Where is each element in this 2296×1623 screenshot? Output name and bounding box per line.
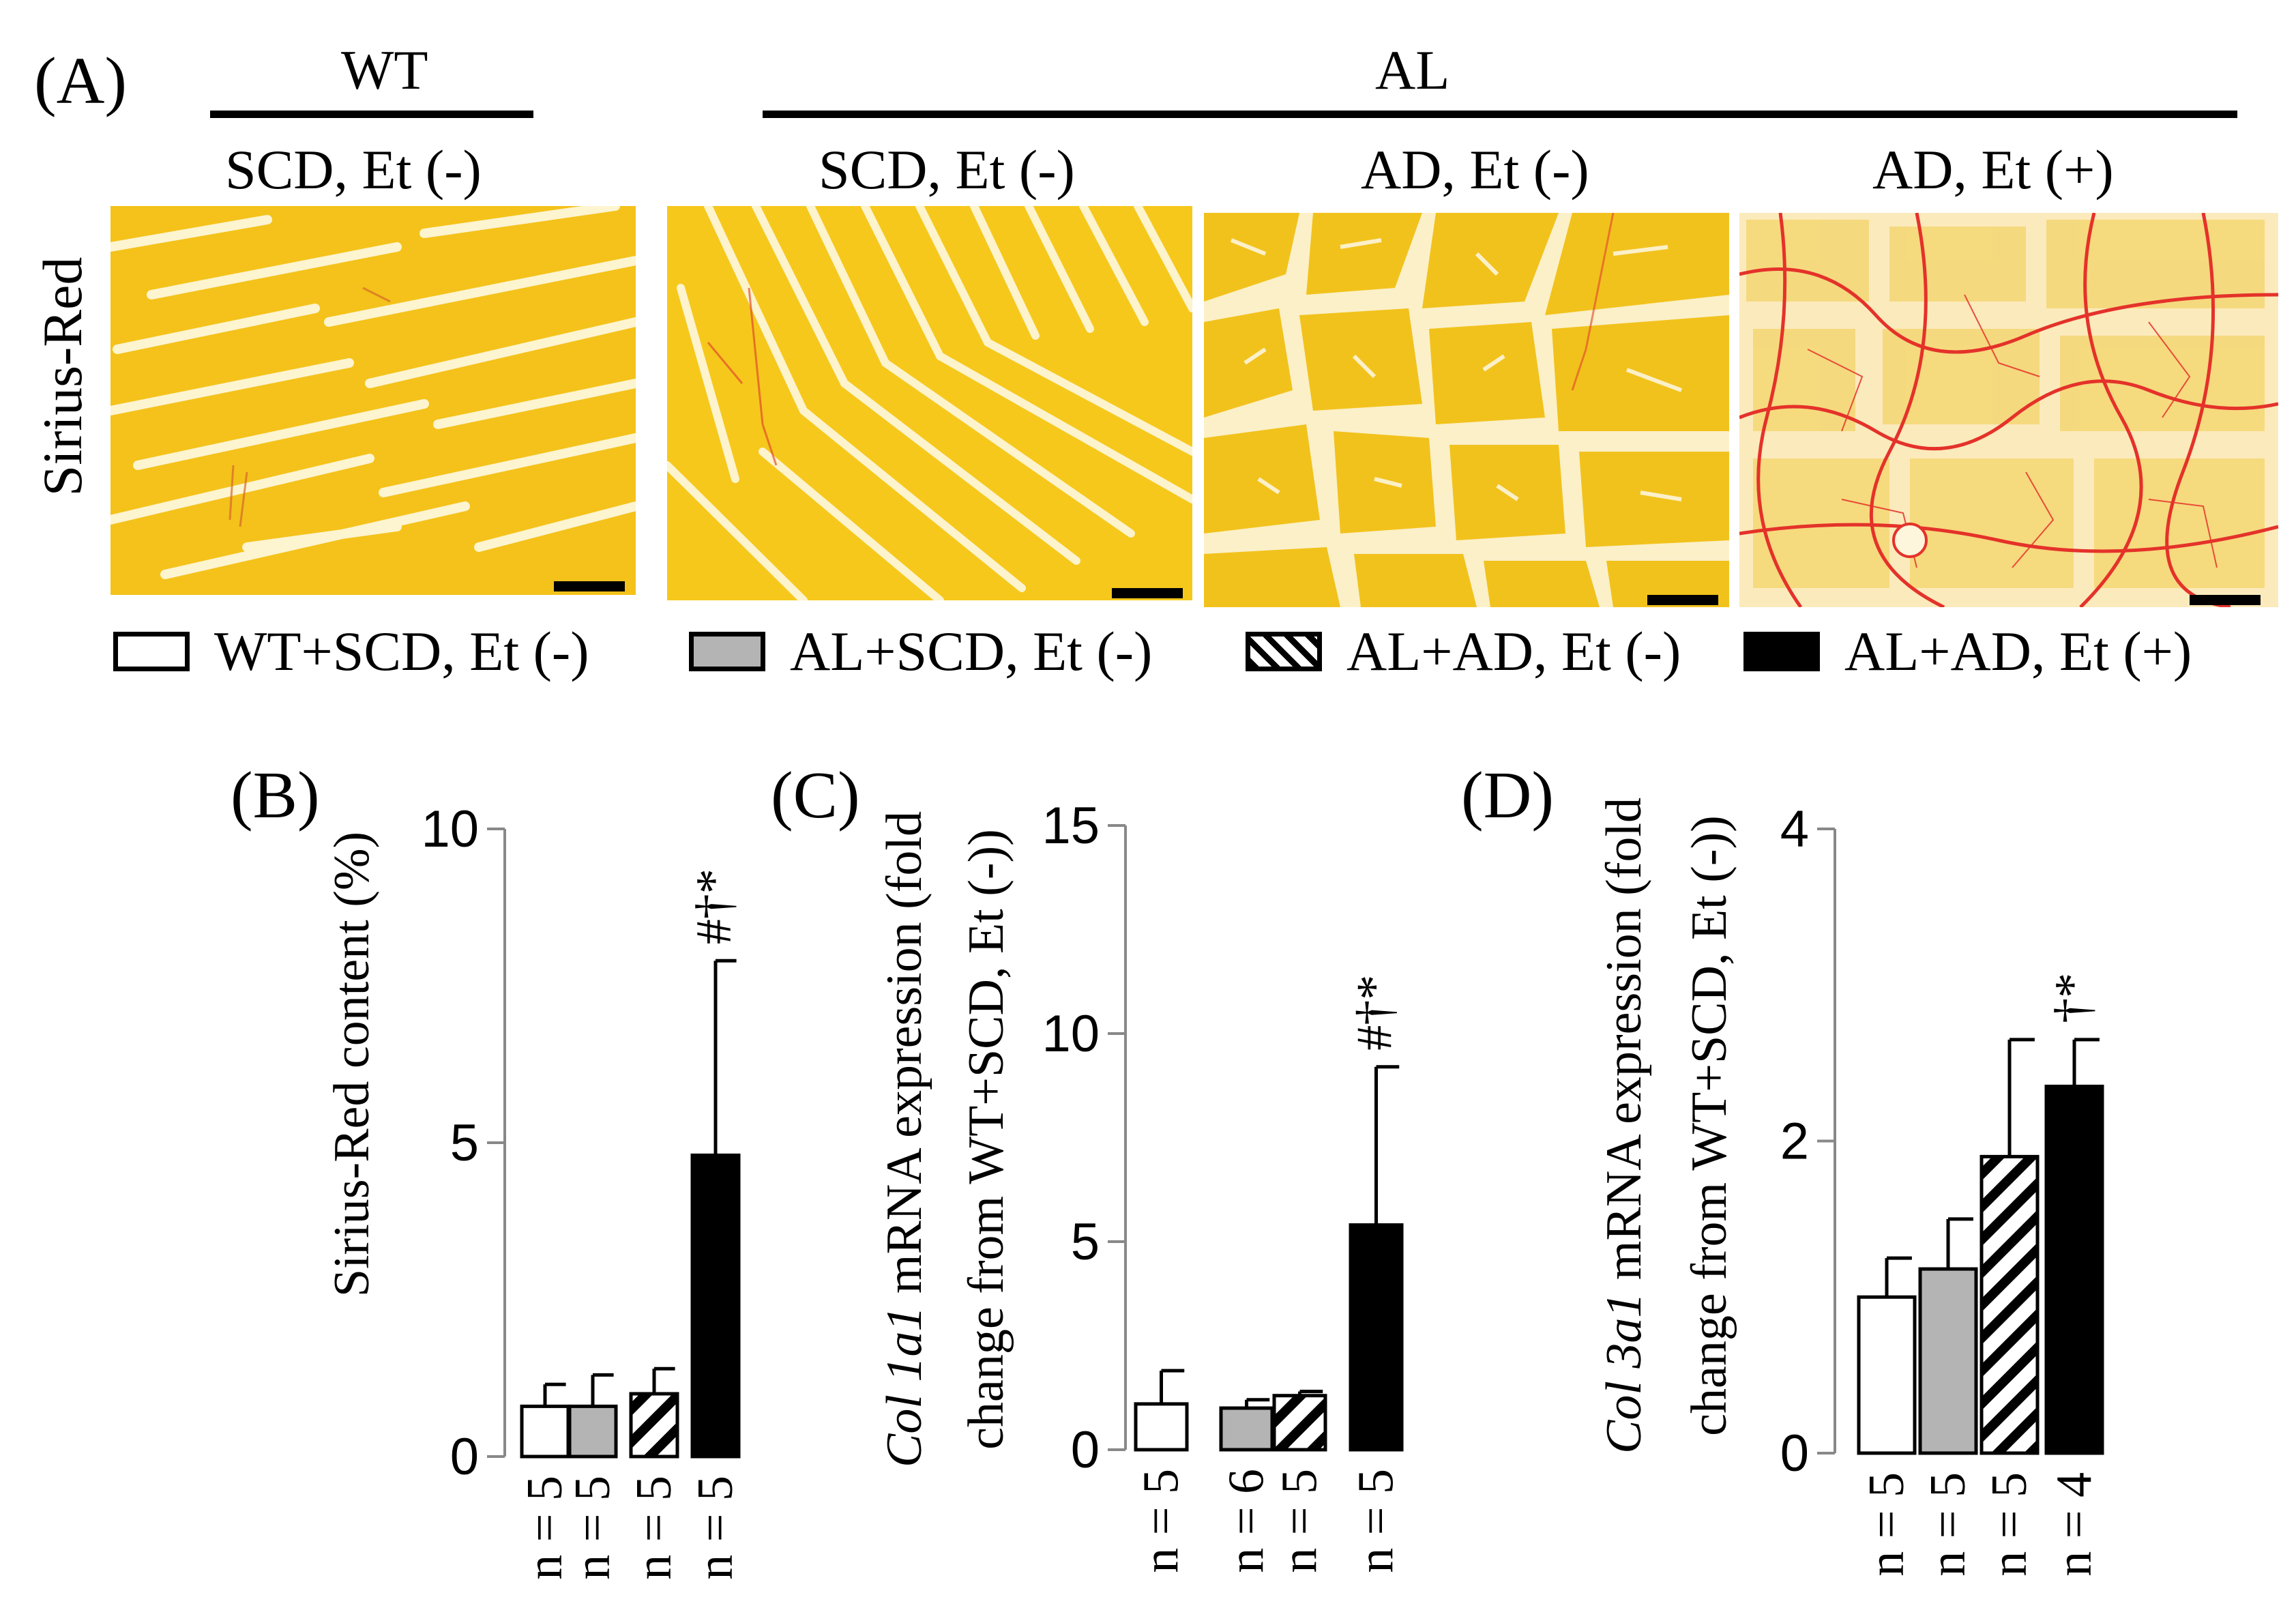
group-title-al: AL: [1375, 39, 1450, 101]
category-label: n = 5: [565, 1476, 621, 1580]
panel-label: (C): [771, 759, 860, 832]
bar: [1219, 1406, 1274, 1452]
y-axis-label-line2: change from WT+SCD, Et (-)): [1681, 815, 1737, 1436]
category-label: n = 5: [517, 1476, 573, 1580]
legend-swatch-hatch: [1246, 632, 1322, 671]
y-tick-label: 0: [1071, 1421, 1100, 1479]
group-rule-wt: [210, 111, 533, 118]
legend-label: WT+SCD, Et (-): [214, 620, 589, 682]
scale-bar-4: [2190, 595, 2261, 605]
significance-annotation: †*: [2045, 973, 2101, 1023]
group-title-wt: WT: [341, 39, 428, 101]
micrograph-al-ad-et-plus: [1739, 213, 2278, 607]
legend-item-al-ad-et-plus: AL+AD, Et (+): [1743, 620, 2192, 682]
y-axis-label: Col 1a1 mRNA expression (fold: [877, 811, 932, 1467]
y-tick-label: 10: [1042, 1005, 1100, 1063]
y-tick-label: 5: [1071, 1213, 1100, 1271]
scale-bar-2: [1112, 588, 1183, 598]
category-label: n = 5: [1349, 1469, 1404, 1573]
legend-swatch-white: [113, 632, 190, 671]
bar: [1272, 1394, 1327, 1452]
bar: [568, 1404, 618, 1459]
category-label: n = 5: [1134, 1469, 1190, 1573]
y-tick-label: 0: [450, 1428, 479, 1486]
y-tick-label: 10: [421, 800, 479, 858]
y-axis-label-line2: change from WT+SCD, Et (-)): [958, 829, 1014, 1450]
scale-bar-1: [554, 581, 625, 591]
legend-label: AL+AD, Et (+): [1844, 620, 2192, 682]
panel-a-label: (A): [34, 44, 128, 118]
y-axis-label: Sirius-Red content (%): [324, 832, 380, 1297]
category-label: n = 5: [688, 1476, 744, 1580]
legend-item-al-scd: AL+SCD, Et (-): [689, 620, 1152, 682]
category-label: n = 5: [1920, 1472, 1976, 1577]
legend-label: AL+SCD, Et (-): [790, 620, 1153, 682]
category-label: n = 4: [2046, 1472, 2102, 1577]
category-label: n = 5: [1859, 1472, 1915, 1577]
panel-label: (D): [1461, 759, 1554, 832]
legend-item-wt-scd: WT+SCD, Et (-): [113, 620, 589, 682]
micrograph-al-scd: [667, 206, 1192, 600]
legend-swatch-black: [1743, 632, 1820, 671]
bar: [520, 1404, 570, 1459]
y-tick-label: 0: [1780, 1424, 1809, 1482]
bar: [629, 1392, 679, 1459]
group-rule-al: [763, 111, 2237, 118]
micrograph-al-ad-et-minus: [1204, 213, 1729, 607]
category-label: n = 5: [1272, 1469, 1328, 1573]
significance-annotation: #†*: [1347, 975, 1403, 1051]
bar: [1918, 1267, 1978, 1455]
category-label: n = 6: [1219, 1469, 1275, 1573]
y-tick-label: 5: [450, 1114, 479, 1172]
chart-3: (D) 0 2 4 Col 3a1 mRNA expression (fold chang…: [1461, 759, 2104, 1577]
condition-label-al-scd: SCD, Et (-): [819, 138, 1075, 201]
y-tick-label: 2: [1780, 1113, 1809, 1171]
bar: [690, 1153, 741, 1459]
bar: [1857, 1295, 1917, 1455]
condition-label-wt-scd: SCD, Et (-): [225, 138, 482, 201]
y-tick-label: 15: [1042, 797, 1100, 855]
legend-label: AL+AD, Et (-): [1346, 620, 1681, 682]
y-tick-label: 4: [1780, 800, 1809, 858]
chart-2: (C) 0 5 10 15 Col 1a1 mRNA expression (fold ch…: [771, 759, 1404, 1573]
panel-label: (B): [231, 759, 320, 832]
bar: [1979, 1154, 2040, 1455]
bar: [1134, 1402, 1189, 1452]
significance-annotation: #†*: [686, 868, 742, 944]
condition-label-al-ad-et-plus: AD, Et (+): [1872, 138, 2114, 201]
legend-item-al-ad-et-minus: AL+AD, Et (-): [1246, 620, 1681, 682]
y-axis-label: Col 3a1 mRNA expression (fold: [1596, 798, 1652, 1454]
category-label: n = 5: [626, 1476, 682, 1580]
legend-swatch-gray: [689, 632, 765, 671]
condition-label-al-ad-et-minus: AD, Et (-): [1361, 138, 1589, 201]
category-label: n = 5: [1982, 1472, 2037, 1577]
bar: [1349, 1223, 1404, 1452]
scale-bar-3: [1647, 595, 1718, 605]
bar: [2044, 1084, 2104, 1455]
micrograph-wt-scd: [111, 206, 636, 595]
